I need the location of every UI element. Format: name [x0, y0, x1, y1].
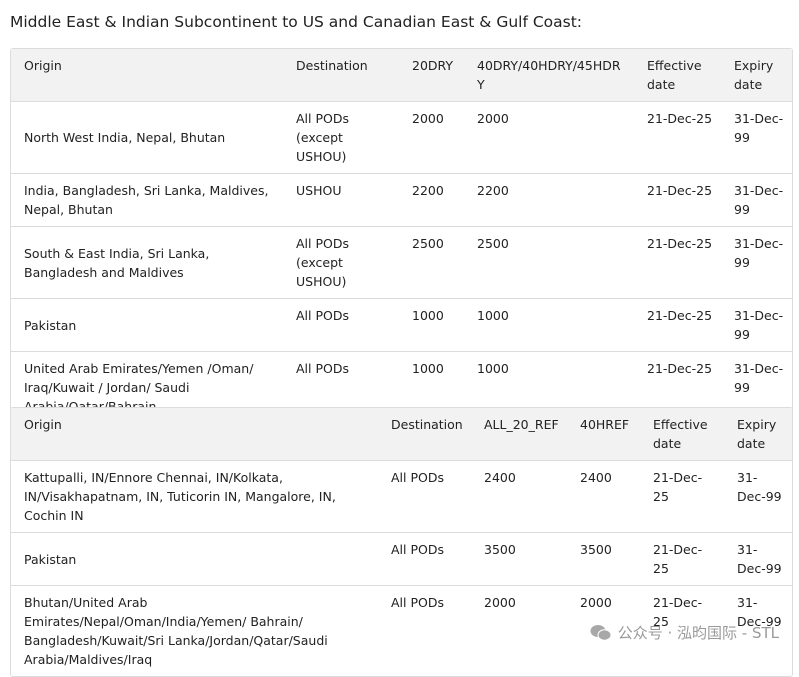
table-row: India, Bangladesh, Sri Lanka, Maldives, …: [11, 173, 792, 226]
table-cell: South & East India, Sri Lanka, Banglades…: [11, 226, 283, 298]
table-cell: 1000: [399, 351, 464, 423]
table-cell: 2500: [464, 226, 634, 298]
header-cell: Destination: [378, 408, 471, 460]
header-cell: Destination: [283, 49, 399, 101]
table-body: North West India, Nepal, Bhutan All PODs …: [11, 101, 792, 423]
table-cell: 1000: [464, 298, 634, 351]
table-cell: 2500: [399, 226, 464, 298]
table-cell: 2000: [567, 585, 640, 676]
table-cell: 21-Dec-25: [634, 173, 721, 226]
table-cell: 21-Dec-25: [640, 585, 724, 676]
table-row: Bhutan/United Arab Emirates/Nepal/Oman/I…: [11, 585, 792, 676]
header-cell: 20DRY: [399, 49, 464, 101]
table-cell: 2400: [471, 460, 567, 532]
header-cell: Expiry date: [724, 408, 792, 460]
table-cell: 2000: [399, 101, 464, 173]
table-cell: 31-Dec-99: [724, 532, 792, 585]
header-row: Origin Destination 20DRY 40DRY/40HDRY/45HDR…: [11, 49, 792, 101]
table-cell: 21-Dec-25: [634, 101, 721, 173]
table-cell: 31-Dec-99: [721, 226, 792, 298]
table-cell: 2000: [471, 585, 567, 676]
table-cell: 31-Dec-99: [721, 101, 792, 173]
table-cell: 2200: [464, 173, 634, 226]
page-title: Middle East & Indian Subcontinent to US …: [10, 13, 583, 31]
watermark-text: 公众号 · 泓昀国际 - STL: [617, 624, 779, 642]
table-cell: USHOU: [283, 173, 399, 226]
table-cell: 31-Dec-99: [721, 298, 792, 351]
table-cell: All PODs: [378, 532, 471, 585]
table-cell: Pakistan: [11, 532, 378, 585]
table-cell: 31-Dec-99: [721, 173, 792, 226]
rate-table: Origin Destination 20DRY 40DRY/40HDRY/45HDR…: [10, 48, 793, 424]
table-cell: India, Bangladesh, Sri Lanka, Maldives, …: [11, 173, 283, 226]
table-cell: All PODs: [378, 460, 471, 532]
table-cell: 1000: [399, 298, 464, 351]
table-cell: All PODs (except USHOU): [283, 101, 399, 173]
table-cell: 21-Dec-25: [640, 532, 724, 585]
table-row: South & East India, Sri Lanka, Banglades…: [11, 226, 792, 298]
table-cell: 3500: [567, 532, 640, 585]
table-header: Origin Destination 20DRY 40DRY/40HDRY/45HDR…: [11, 49, 792, 101]
table-cell: 21-Dec-25: [640, 460, 724, 532]
header-cell: 40DRY/40HDRY/45HDRY: [464, 49, 634, 101]
table-cell: Bhutan/United Arab Emirates/Nepal/Oman/I…: [11, 585, 378, 676]
table-row: North West India, Nepal, Bhutan All PODs …: [11, 101, 792, 173]
header-cell: ALL_20_REF: [471, 408, 567, 460]
header-cell: Effective date: [640, 408, 724, 460]
table-row: Kattupalli, IN/Ennore Chennai, IN/Kolkat…: [11, 460, 792, 532]
header-cell: Origin: [11, 49, 283, 101]
table-cell: 31-Dec-99: [721, 351, 792, 423]
table-cell: All PODs: [283, 298, 399, 351]
table-row: Pakistan All PODs 1000 1000 21-Dec-25 31-Dec-…: [11, 298, 792, 351]
table-cell: 2000: [464, 101, 634, 173]
table-cell: 2200: [399, 173, 464, 226]
table-body: Kattupalli, IN/Ennore Chennai, IN/Kolkat…: [11, 460, 792, 676]
table-cell: 21-Dec-25: [634, 298, 721, 351]
table-cell: North West India, Nepal, Bhutan: [11, 101, 283, 173]
wechat-icon: [590, 624, 612, 641]
table-header: Origin Destination ALL_20_REF 40HREF Effecti…: [11, 408, 792, 460]
table-cell: All PODs (except USHOU): [283, 226, 399, 298]
table-cell: Pakistan: [11, 298, 283, 351]
table-cell: 3500: [471, 532, 567, 585]
table-cell: 31-Dec-99: [724, 460, 792, 532]
table-cell: Kattupalli, IN/Ennore Chennai, IN/Kolkat…: [11, 460, 378, 532]
table-cell: 21-Dec-25: [634, 351, 721, 423]
table-cell: All PODs: [378, 585, 471, 676]
header-cell: Expiry date: [721, 49, 792, 101]
table-cell: All PODs: [283, 351, 399, 423]
header-cell: 40HREF: [567, 408, 640, 460]
rate-table: Origin Destination ALL_20_REF 40HREF Effecti…: [10, 407, 793, 677]
table-cell: 2400: [567, 460, 640, 532]
header-cell: Effective date: [634, 49, 721, 101]
header-cell: Origin: [11, 408, 378, 460]
table-cell: 21-Dec-25: [634, 226, 721, 298]
header-row: Origin Destination ALL_20_REF 40HREF Effecti…: [11, 408, 792, 460]
table-cell: 1000: [464, 351, 634, 423]
table-row: Pakistan All PODs 3500 3500 21-Dec-25 31-Dec-…: [11, 532, 792, 585]
watermark: 公众号 · 泓昀国际 - STL: [590, 622, 779, 643]
table-cell: 31-Dec-99: [724, 585, 792, 676]
